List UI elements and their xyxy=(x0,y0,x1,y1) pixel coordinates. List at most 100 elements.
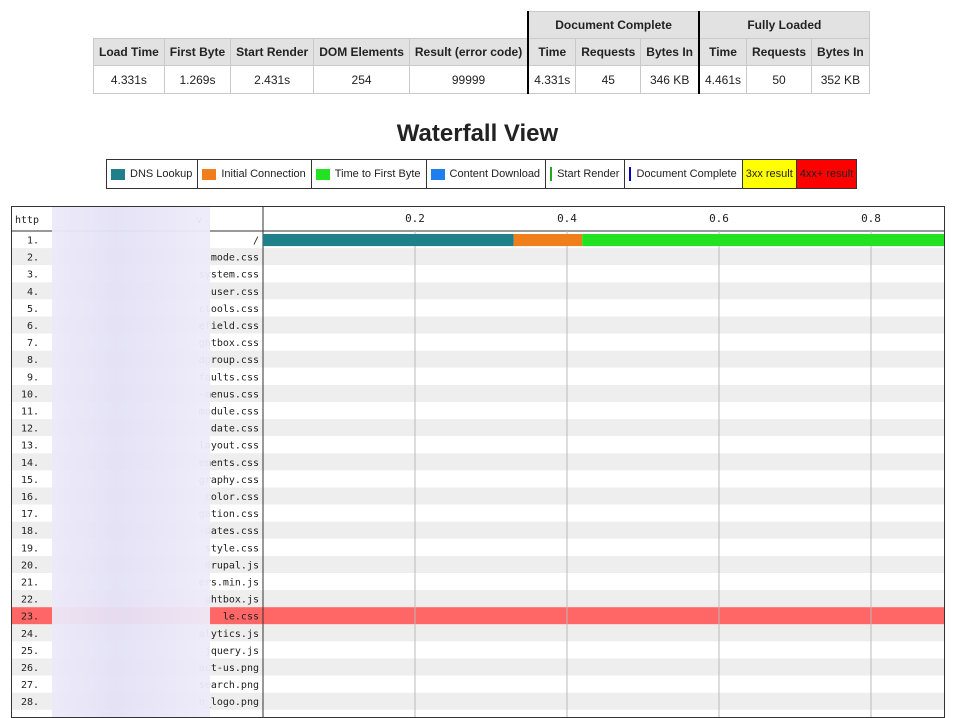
row-background xyxy=(12,299,944,317)
row-filename: ements.css xyxy=(199,458,259,469)
row-filename: ers.min.js xyxy=(199,578,259,589)
waterfall-legend: DNS Lookup Initial Connection Time to Firs… xyxy=(106,159,858,189)
row-background xyxy=(12,367,944,385)
row-background xyxy=(12,675,944,693)
row-background xyxy=(12,470,944,488)
row-number: 24. xyxy=(21,629,39,640)
axis-tick-label: 0.2 xyxy=(405,212,425,225)
legend-swatch xyxy=(111,168,125,180)
row-number: 6. xyxy=(27,321,39,332)
row-number: 14. xyxy=(21,458,39,469)
legend-swatch xyxy=(550,167,553,181)
summary-blank-cell xyxy=(93,11,529,39)
row-background xyxy=(12,504,944,522)
url-redaction-overlay xyxy=(52,207,210,717)
legend-item-content-download: Content Download xyxy=(427,160,547,188)
row-number: 19. xyxy=(21,543,39,554)
row-filename: date.css xyxy=(211,424,259,435)
row-filename: act-us.png xyxy=(199,663,259,674)
col-result: Result (error code) xyxy=(408,38,529,66)
legend-item-start-render: Start Render xyxy=(546,160,626,188)
waterfall-title: Waterfall View xyxy=(396,120,559,147)
row-filename: mode.css xyxy=(211,253,259,264)
legend-label: Document Complete xyxy=(636,168,737,180)
row-background xyxy=(12,641,944,659)
waterfall-svg: 0.20.40.60.81.01.21.41.61.82.02.22.42.62… xyxy=(12,207,944,717)
connection-segment xyxy=(513,234,583,247)
val-load-time: 4.331s xyxy=(93,65,165,94)
col-dc-requests: Requests xyxy=(575,38,642,66)
val-dc-bytes: 346 KB xyxy=(640,65,700,94)
row-background xyxy=(12,333,944,351)
val-dom-elements: 254 xyxy=(313,65,410,94)
val-first-byte: 1.269s xyxy=(163,65,232,94)
row-filename: / xyxy=(253,236,259,247)
row-filename: -menus.css xyxy=(199,389,259,400)
row-filename: layout.css xyxy=(199,441,259,452)
row-number: 18. xyxy=(21,526,39,537)
legend-label: 3xx result xyxy=(745,168,793,180)
summary-values-row: 4.331s 1.269s 2.431s 254 99999 4.331s 45… xyxy=(93,65,870,94)
legend-label: Content Download xyxy=(449,168,541,180)
summary-header-row: Load Time First Byte Start Render DOM El… xyxy=(93,38,870,66)
row-filename: dgroup.css xyxy=(199,355,259,366)
col-fl-bytes: Bytes In xyxy=(811,38,870,66)
row-filename: faults.css xyxy=(199,372,259,383)
summary-table: Document Complete Fully Loaded Load Time… xyxy=(93,11,870,94)
legend-label: Time to First Byte xyxy=(334,168,421,180)
val-start-render: 2.431s xyxy=(230,65,315,94)
axis-tick-label: 0.4 xyxy=(557,212,577,225)
row-filename: alytics.js xyxy=(199,629,259,640)
row-background xyxy=(12,436,944,454)
col-dom-elements: DOM Elements xyxy=(313,38,410,66)
row-number: 10. xyxy=(21,389,39,400)
row-background xyxy=(12,453,944,471)
ttfb-segment xyxy=(582,234,944,247)
row-number: 28. xyxy=(21,697,39,708)
row-background xyxy=(12,521,944,539)
row-background xyxy=(12,573,944,591)
legend-swatch xyxy=(315,168,330,180)
row-filename: style.css xyxy=(205,543,259,554)
row-background xyxy=(12,384,944,402)
row-number: 26. xyxy=(21,663,39,674)
row-background xyxy=(12,316,944,334)
row-filename: graphy.css xyxy=(199,475,259,486)
url-header: http xyxy=(15,215,39,226)
col-start-render: Start Render xyxy=(230,38,315,66)
row-number: 15. xyxy=(21,475,39,486)
row-number: 20. xyxy=(21,560,39,571)
row-background xyxy=(12,624,944,642)
legend-label: DNS Lookup xyxy=(130,168,193,180)
val-fl-requests: 50 xyxy=(746,65,813,94)
axis-tick-label: 0.8 xyxy=(861,212,881,225)
row-number: 7. xyxy=(27,338,39,349)
row-filename: -dates.css xyxy=(199,526,259,537)
row-background xyxy=(12,419,944,437)
legend-swatch xyxy=(430,168,445,180)
row-number: 22. xyxy=(21,595,39,606)
val-fl-time: 4.461s xyxy=(697,65,748,94)
col-fl-time: Time xyxy=(697,38,748,66)
row-filename: jquery.js xyxy=(205,646,259,657)
row-number: 17. xyxy=(21,509,39,520)
row-number: 2. xyxy=(27,253,39,264)
col-dc-bytes: Bytes In xyxy=(640,38,700,66)
row-number: 27. xyxy=(21,680,39,691)
row-filename: le.css xyxy=(223,612,259,623)
dns-segment xyxy=(263,234,514,247)
document-complete-header: Document Complete xyxy=(527,11,700,39)
legend-item-3xx-result: 3xx result xyxy=(742,160,797,188)
val-fl-bytes: 352 KB xyxy=(811,65,870,94)
summary-group-row: Document Complete Fully Loaded xyxy=(93,11,870,39)
col-first-byte: First Byte xyxy=(163,38,232,66)
row-filename: efield.css xyxy=(199,321,259,332)
legend-swatch xyxy=(629,167,632,181)
row-background xyxy=(12,692,944,710)
row-background xyxy=(12,350,944,368)
fully-loaded-header: Fully Loaded xyxy=(697,11,870,39)
row-filename: drupal.js xyxy=(205,560,259,571)
val-result: 99999 xyxy=(408,65,529,94)
legend-label: Initial Connection xyxy=(221,168,306,180)
row-number: 1. xyxy=(27,236,39,247)
